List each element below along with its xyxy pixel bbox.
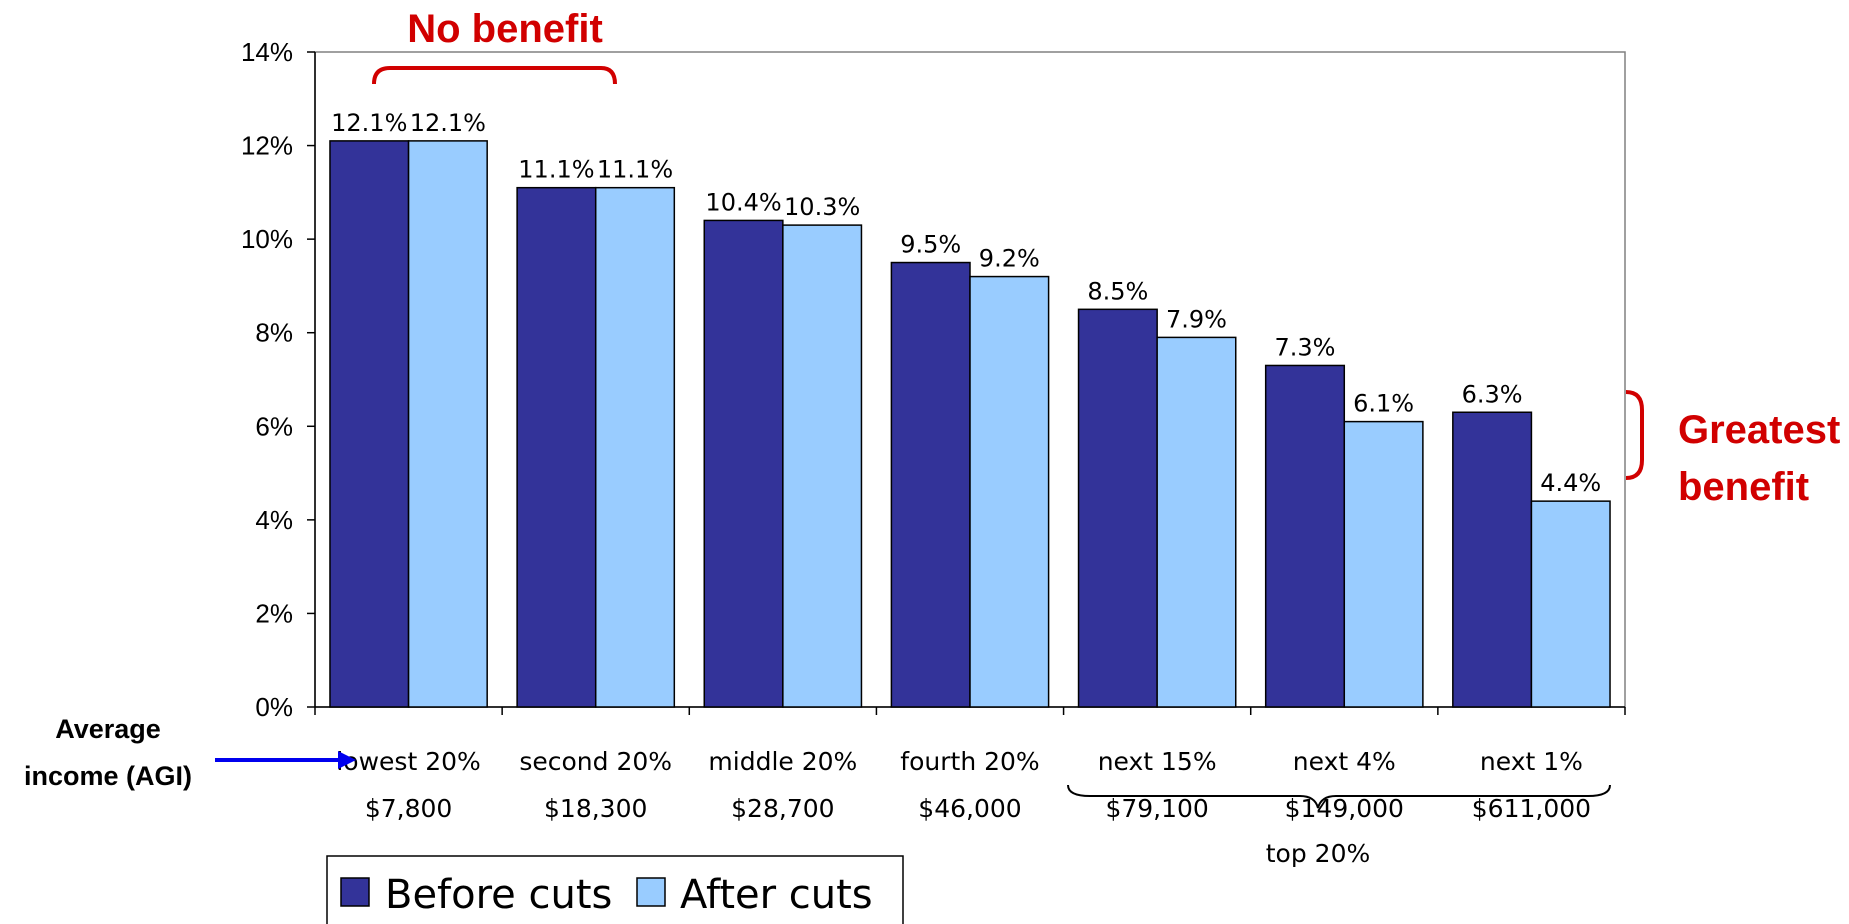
- legend-label-after: After cuts: [680, 872, 873, 918]
- y-tick-label: 0%: [255, 692, 293, 722]
- data-label-before-cuts: 10.4%: [705, 188, 781, 216]
- legend-swatch-after: [636, 877, 666, 907]
- no-benefit-bracket: [372, 66, 617, 85]
- data-label-before-cuts: 6.3%: [1462, 380, 1523, 408]
- arrow-head-icon: [338, 751, 356, 769]
- bar-before-cuts: [703, 219, 784, 708]
- top-20-brace: [1067, 784, 1611, 809]
- average-income-label-line2: income (AGI): [24, 761, 192, 791]
- data-labels: 12.1% 11.1% 10.4% 9.5% 8.5% 7.3% 6.3% 12.1% 11.1…: [331, 109, 1601, 497]
- y-tick-label: 6%: [255, 411, 293, 441]
- category-label: next 4%: [1293, 747, 1396, 776]
- greatest-benefit-label-line1: Greatest: [1678, 408, 1840, 452]
- bar-before-cuts: [890, 261, 971, 708]
- bar-after-cuts: [969, 275, 1050, 708]
- category-label: middle 20%: [708, 747, 857, 776]
- no-benefit-label: No benefit: [407, 7, 603, 51]
- bar-before-cuts: [329, 140, 410, 708]
- x-axis-ticks: [314, 707, 1626, 715]
- data-label-after-cuts: 11.1%: [597, 156, 673, 184]
- data-label-after-cuts: 9.2%: [979, 245, 1040, 273]
- legend-box: [326, 855, 904, 924]
- y-tick-label: 2%: [255, 598, 293, 628]
- category-label: next 1%: [1480, 747, 1583, 776]
- bar-after-cuts: [782, 224, 863, 708]
- data-label-after-cuts: 10.3%: [784, 193, 860, 221]
- average-income-value: $149,000: [1285, 794, 1404, 823]
- y-tick-label: 8%: [255, 318, 293, 348]
- data-label-before-cuts: 7.3%: [1274, 333, 1335, 361]
- average-income-value: $18,300: [544, 794, 647, 823]
- bar-after-cuts: [1343, 420, 1424, 708]
- data-label-before-cuts: 11.1%: [518, 156, 594, 184]
- data-label-before-cuts: 9.5%: [900, 231, 961, 259]
- average-income-label-line1: Average: [55, 714, 161, 744]
- y-tick-label: 14%: [241, 37, 293, 67]
- average-income-value: $611,000: [1472, 794, 1591, 823]
- average-income-value: $46,000: [918, 794, 1021, 823]
- bar-after-cuts: [407, 140, 488, 708]
- legend-swatch-before: [340, 877, 370, 907]
- bars: [329, 140, 1611, 708]
- bar-before-cuts: [1452, 411, 1533, 708]
- y-axis-ticks: 0% 2% 4% 6% 8% 10% 12% 14%: [241, 37, 315, 722]
- category-label: fourth 20%: [900, 747, 1039, 776]
- category-labels: lowest 20% $7,800 second 20% $18,300 middle …: [336, 747, 1591, 823]
- data-label-after-cuts: 4.4%: [1540, 469, 1601, 497]
- category-label: second 20%: [519, 747, 672, 776]
- data-label-before-cuts: 8.5%: [1087, 277, 1148, 305]
- legend-label-before: Before cuts: [385, 872, 612, 918]
- y-tick-label: 4%: [255, 505, 293, 535]
- data-label-after-cuts: 6.1%: [1353, 390, 1414, 418]
- data-label-after-cuts: 12.1%: [410, 109, 486, 137]
- data-label-before-cuts: 12.1%: [331, 109, 407, 137]
- greatest-benefit-bracket: [1625, 390, 1644, 480]
- legend: Before cuts After cuts: [326, 855, 904, 924]
- average-income-value: $7,800: [365, 794, 452, 823]
- category-label: lowest 20%: [336, 747, 480, 776]
- bar-before-cuts: [516, 186, 597, 708]
- bar-before-cuts: [1264, 364, 1346, 708]
- category-label: next 15%: [1098, 747, 1217, 776]
- bar-after-cuts: [1156, 336, 1237, 708]
- top-20-label: top 20%: [1266, 839, 1370, 868]
- average-income-value: $79,100: [1105, 794, 1208, 823]
- average-income-value: $28,700: [731, 794, 834, 823]
- y-tick-label: 12%: [241, 131, 293, 161]
- bar-after-cuts: [594, 186, 676, 708]
- y-tick-label: 10%: [241, 224, 293, 254]
- bar-before-cuts: [1077, 308, 1158, 708]
- greatest-benefit-label-line2: benefit: [1678, 465, 1809, 509]
- bar-after-cuts: [1530, 500, 1611, 708]
- data-label-after-cuts: 7.9%: [1166, 305, 1227, 333]
